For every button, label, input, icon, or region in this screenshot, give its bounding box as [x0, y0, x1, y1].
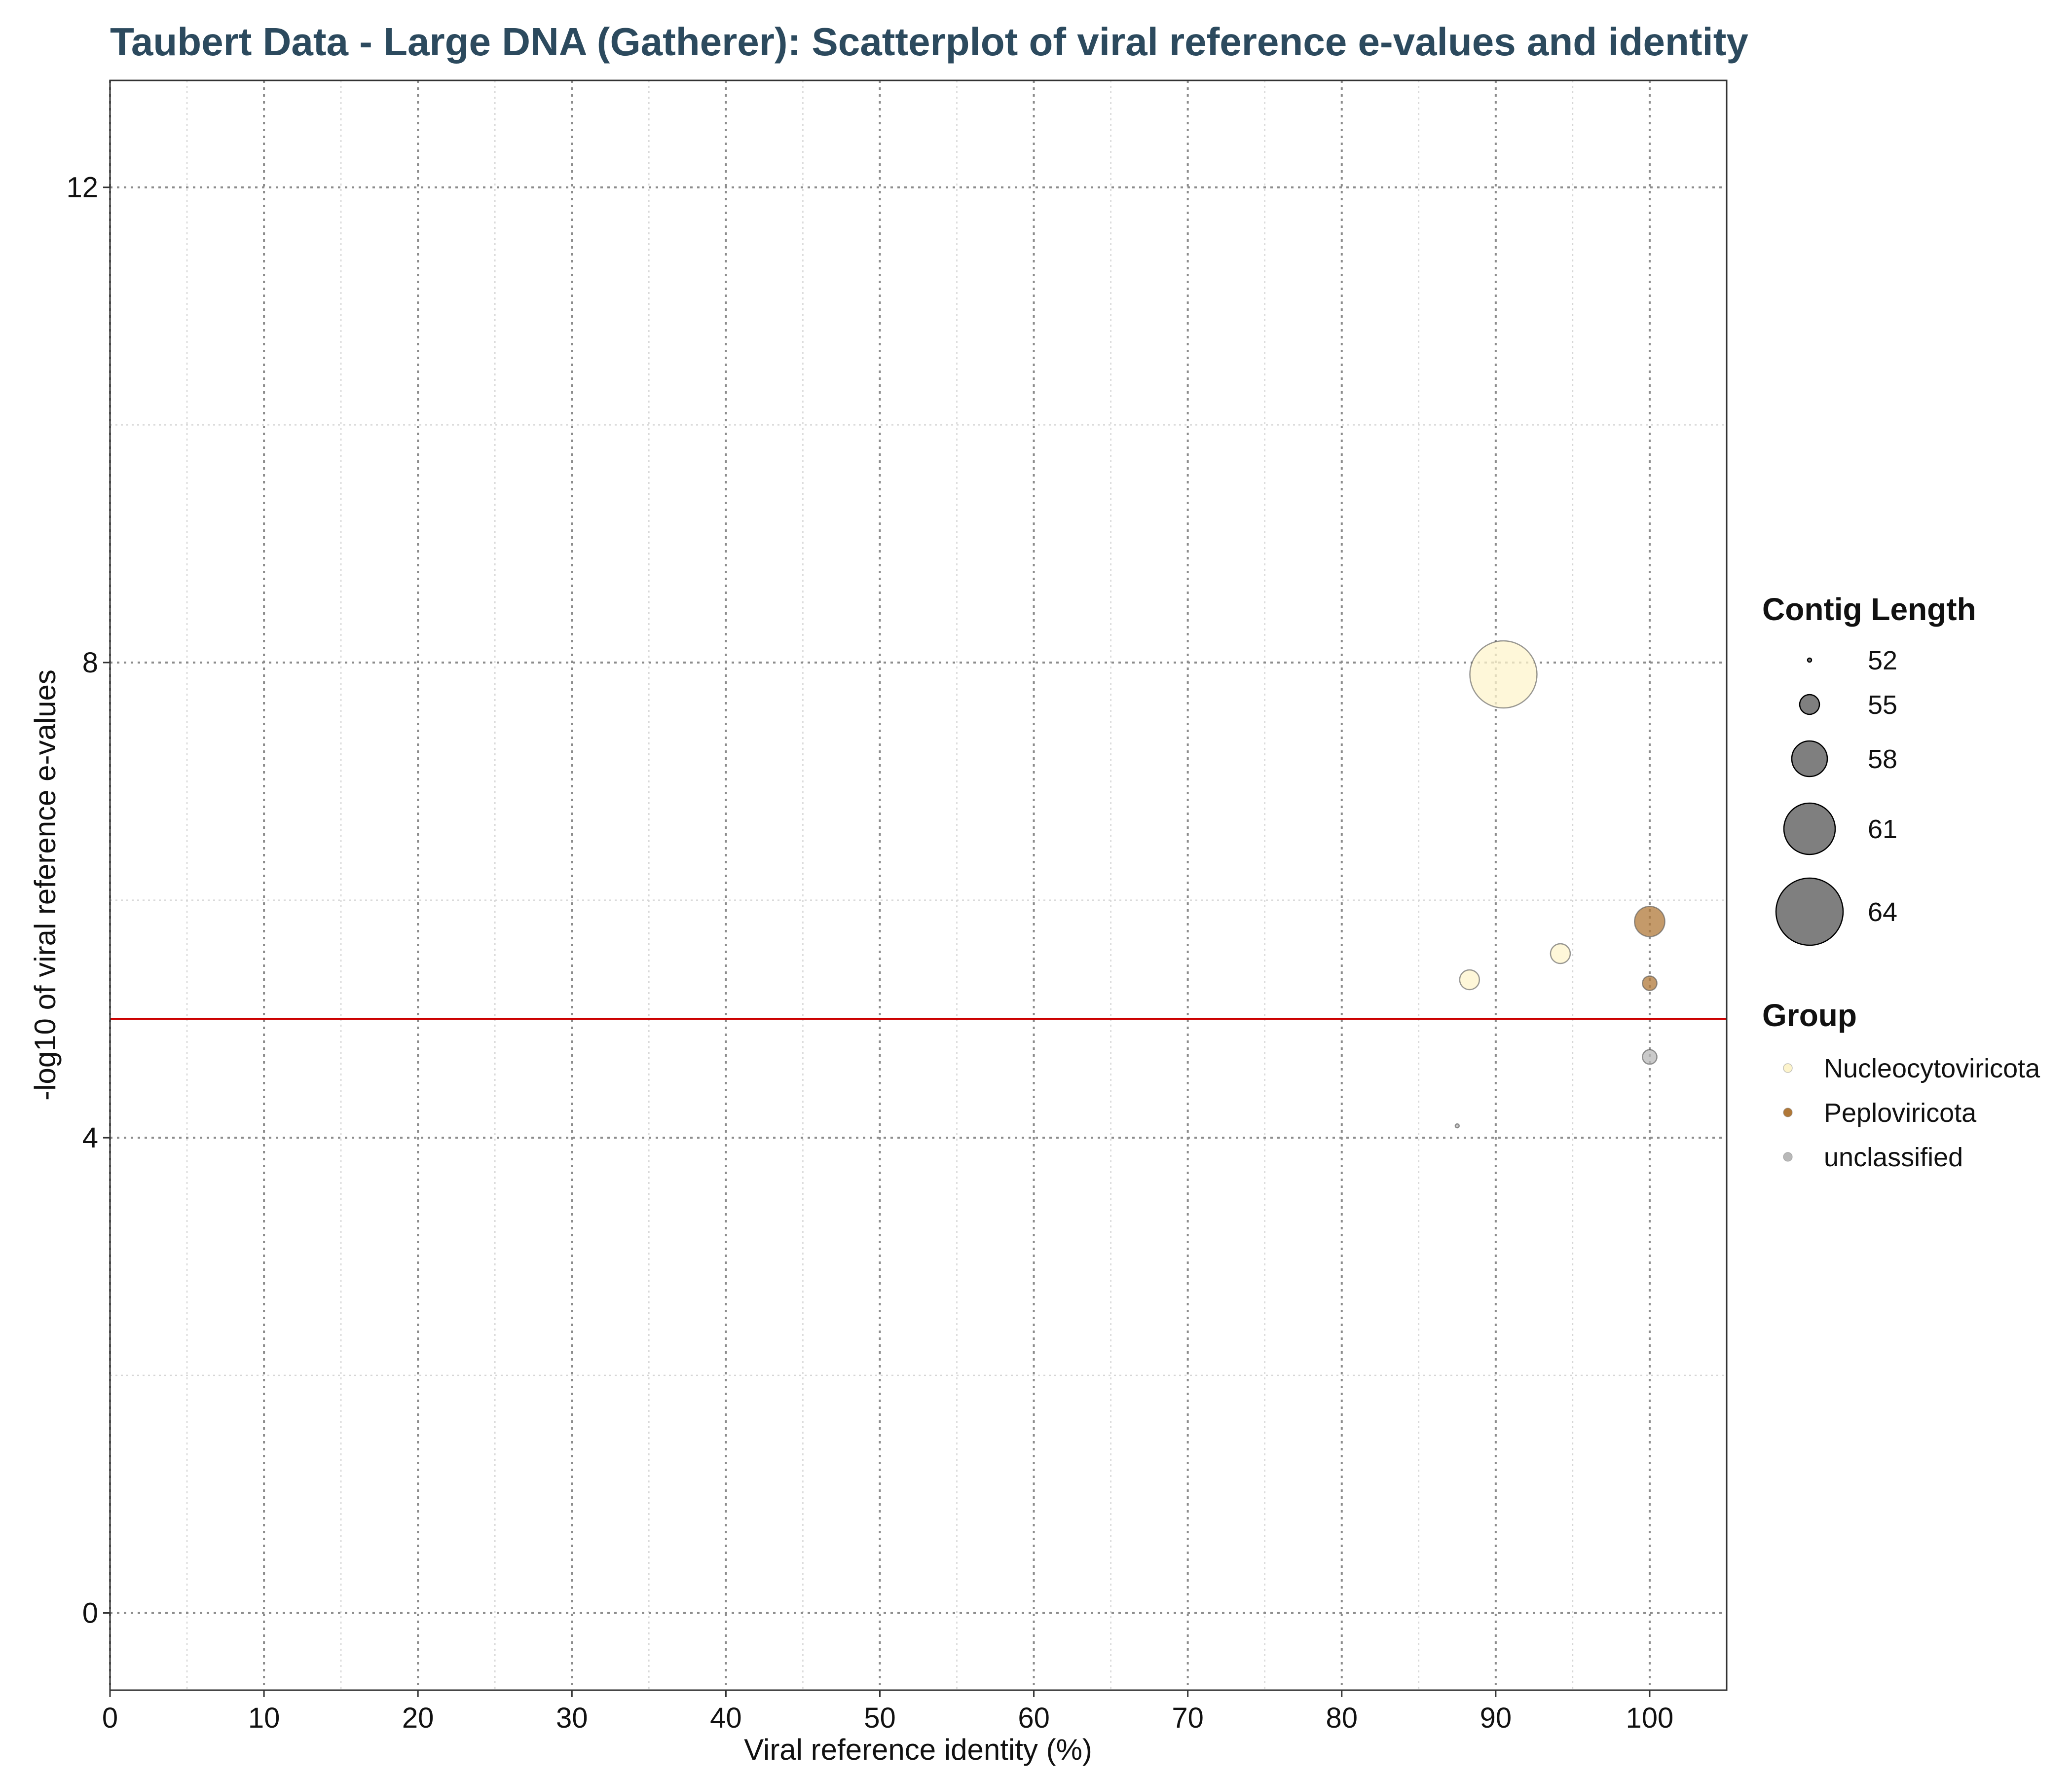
- size-legend-key: [1799, 694, 1820, 715]
- size-legend-key: [1807, 657, 1813, 663]
- y-tick-label: 12: [66, 172, 98, 204]
- x-axis-label: Viral reference identity (%): [744, 1733, 1092, 1766]
- size-legend-title: Contig Length: [1762, 592, 1976, 627]
- size-legend-key: [1791, 740, 1828, 777]
- color-legend-label: unclassified: [1824, 1143, 1963, 1172]
- x-tick-label: 70: [1172, 1702, 1204, 1734]
- size-legend-key: [1783, 802, 1836, 855]
- x-tick-label: 100: [1626, 1702, 1674, 1734]
- size-legend-label: 52: [1868, 646, 1897, 675]
- minor-gridlines: [110, 80, 1727, 1690]
- x-axis-ticks: 0 10 20 30 40 50 60 70 80 90 100: [102, 1690, 1673, 1734]
- color-legend: Nucleocytoviricota Peploviricota unclassif…: [1783, 1054, 2040, 1172]
- size-legend-key: [1775, 877, 1844, 946]
- y-tick-label: 8: [82, 647, 98, 679]
- x-tick-label: 0: [102, 1702, 118, 1734]
- color-legend-label: Nucleocytoviricota: [1824, 1054, 2040, 1083]
- color-legend-key: [1783, 1063, 1793, 1073]
- size-legend-label: 61: [1868, 814, 1897, 844]
- plot-panel-border: [109, 79, 1728, 1691]
- size-legend: 52 55 58 61 64: [1775, 646, 1897, 946]
- data-point: [1642, 975, 1658, 992]
- y-axis-ticks: 0 4 8 12: [66, 172, 110, 1629]
- data-point: [1454, 1123, 1460, 1129]
- size-legend-label: 58: [1868, 744, 1897, 774]
- data-point: [1459, 969, 1480, 991]
- y-tick-label: 0: [82, 1597, 98, 1629]
- color-legend-key: [1783, 1152, 1793, 1162]
- x-tick-label: 80: [1326, 1702, 1358, 1734]
- x-tick-label: 30: [556, 1702, 588, 1734]
- x-tick-label: 10: [248, 1702, 280, 1734]
- size-legend-label: 55: [1868, 690, 1897, 720]
- x-tick-label: 40: [710, 1702, 742, 1734]
- data-point: [1634, 906, 1665, 937]
- data-points: [1454, 640, 1665, 1129]
- x-tick-label: 90: [1480, 1702, 1512, 1734]
- data-point: [1550, 943, 1571, 964]
- size-legend-label: 64: [1868, 897, 1897, 927]
- color-legend-label: Peploviricota: [1824, 1098, 1977, 1128]
- color-legend-title: Group: [1762, 998, 1857, 1033]
- x-tick-label: 60: [1018, 1702, 1050, 1734]
- y-axis-label: -log10 of viral reference e-values: [29, 669, 62, 1101]
- data-point: [1469, 640, 1538, 709]
- x-tick-label: 50: [864, 1702, 896, 1734]
- major-gridlines: [109, 80, 1727, 1690]
- color-legend-key: [1783, 1108, 1793, 1117]
- data-point: [1642, 1049, 1658, 1065]
- x-tick-label: 20: [402, 1702, 434, 1734]
- y-tick-label: 4: [82, 1122, 98, 1154]
- chart-title: Taubert Data - Large DNA (Gatherer): Sca…: [110, 20, 1748, 64]
